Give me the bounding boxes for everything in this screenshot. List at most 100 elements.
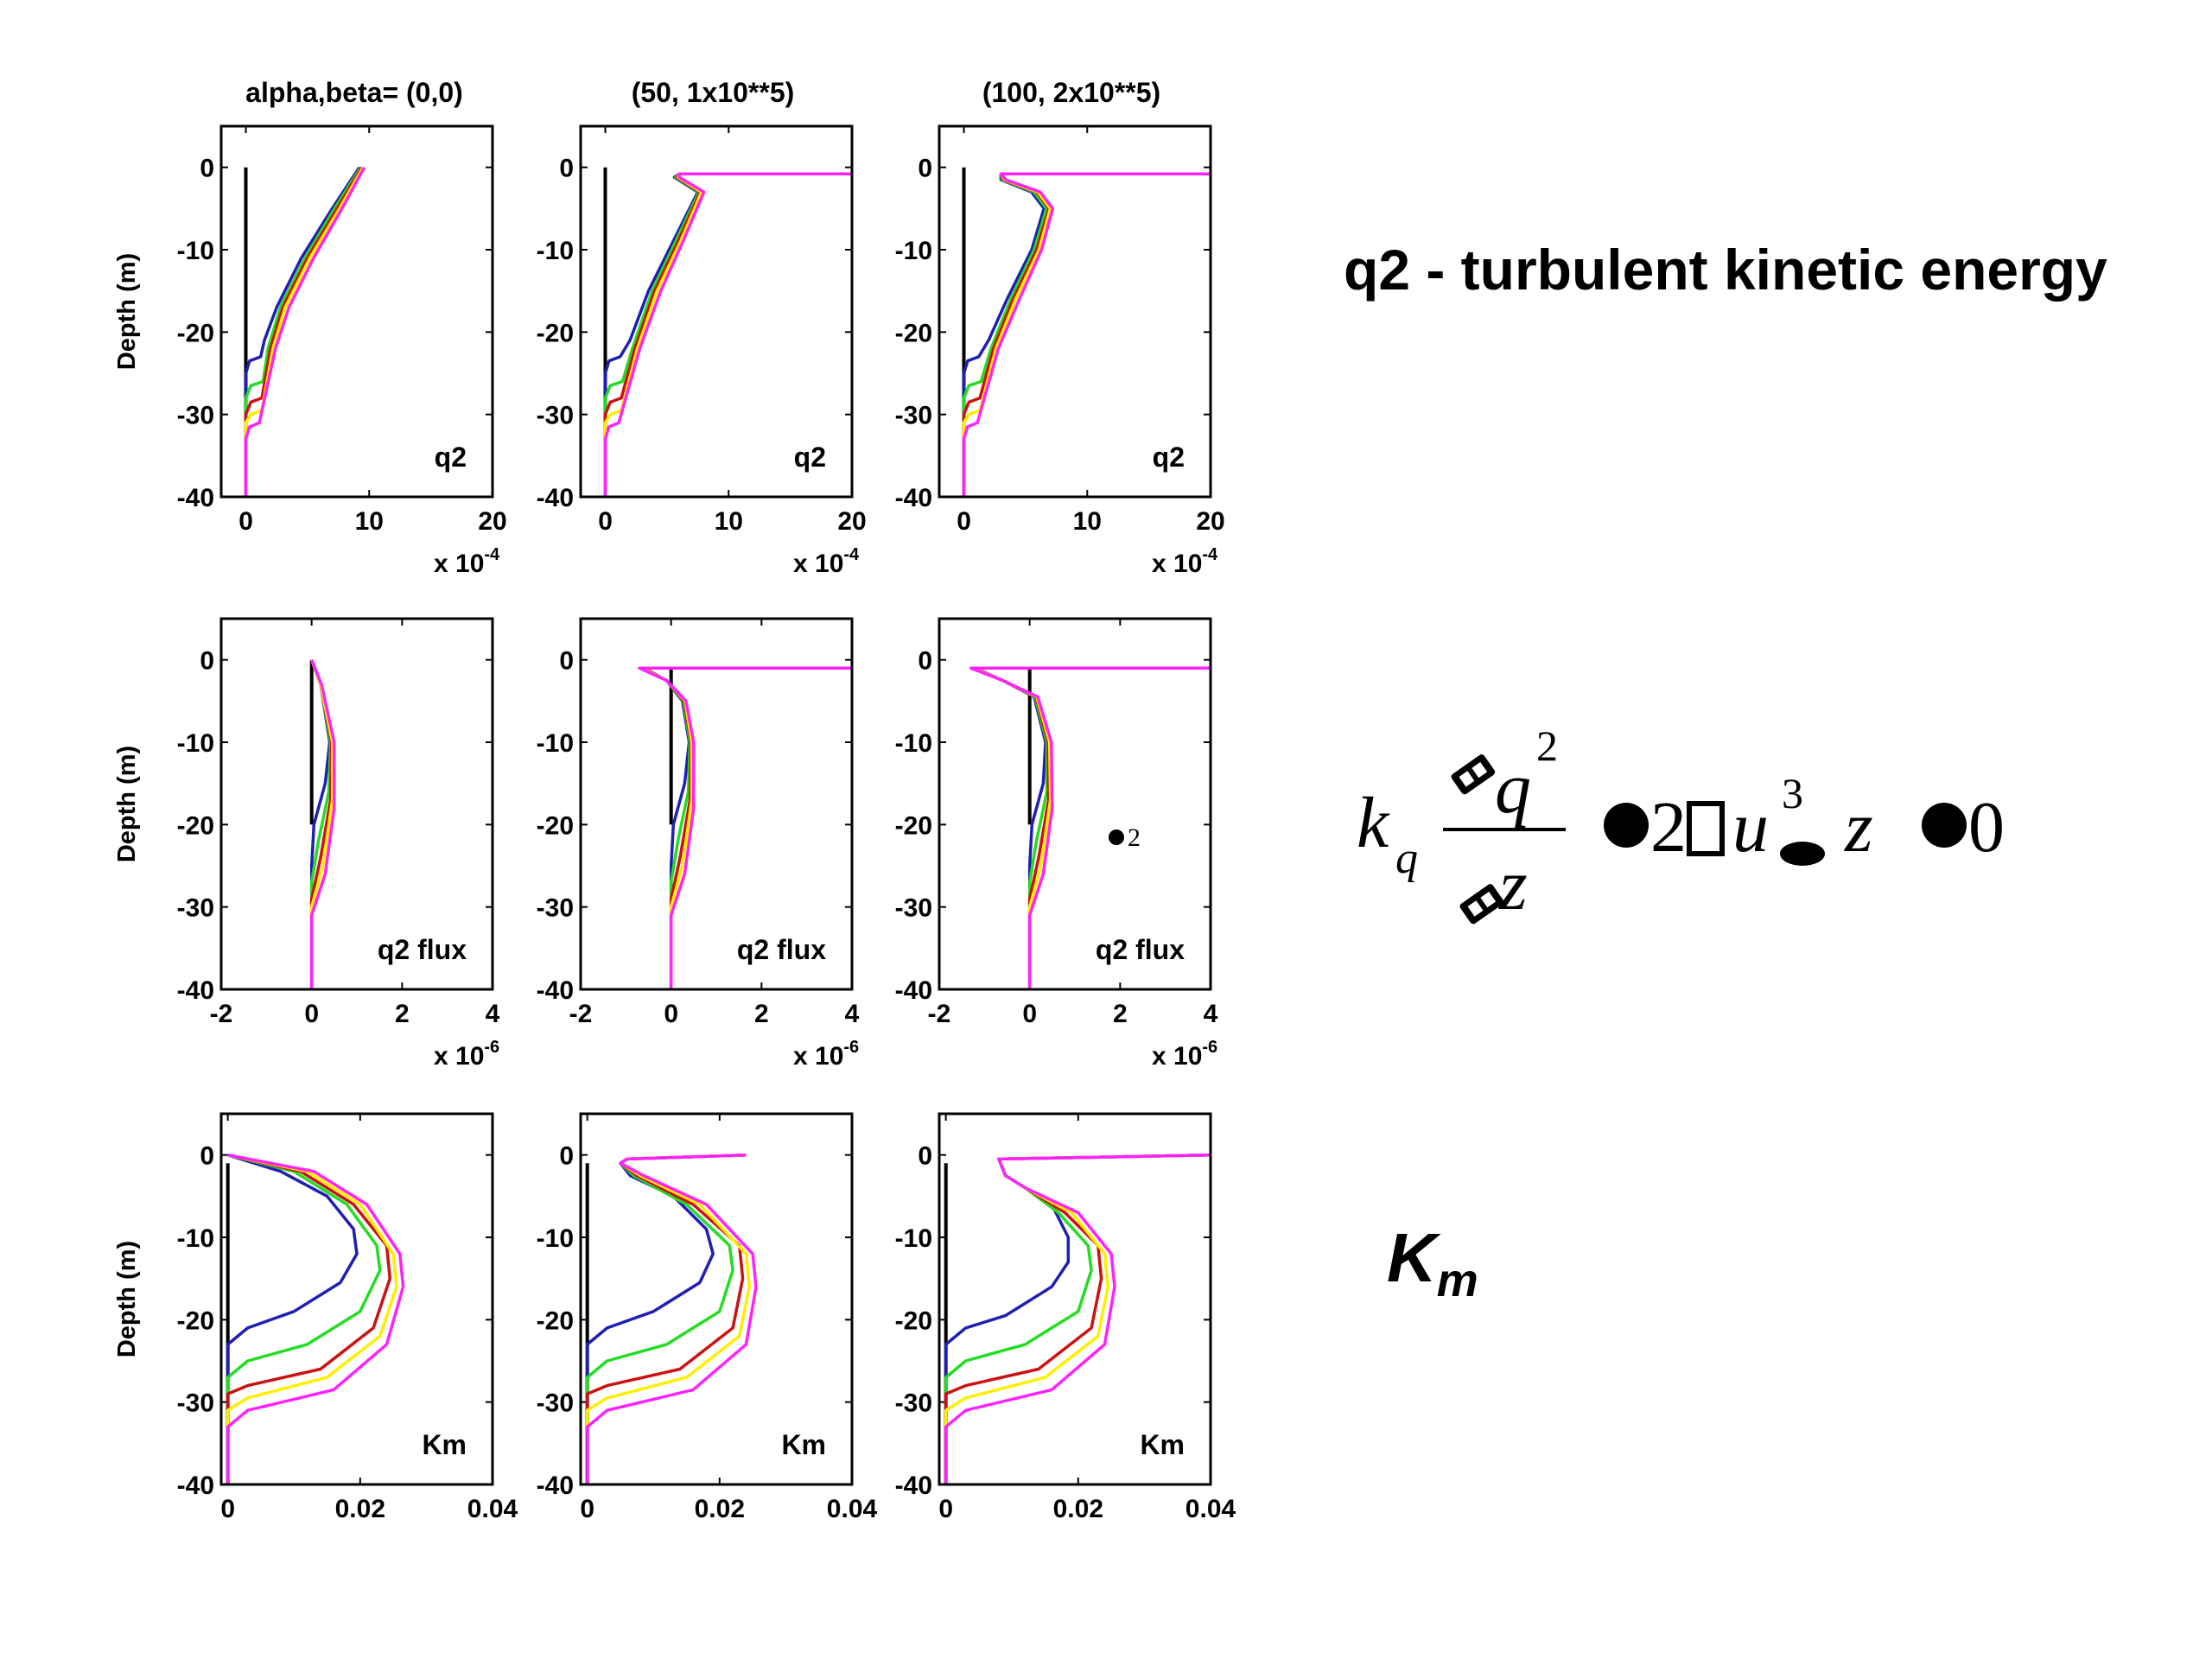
km-label: Km	[1387, 1218, 1478, 1307]
axis-exponent-power: -4	[1202, 545, 1218, 564]
series-line-5	[944, 1153, 1211, 1484]
x-tick-label: 0.04	[827, 1495, 878, 1523]
equation-numerator-exponent: 2	[1536, 721, 1558, 770]
x-tick-label: 0	[957, 507, 971, 536]
x-tick-label: 0.04	[1185, 1495, 1236, 1523]
axis-exponent-base: x 10	[1152, 1042, 1202, 1071]
column-title-2: (50, 1x10**5)	[632, 77, 795, 108]
y-tick-label: -30	[177, 894, 214, 923]
axis-exponent: x 10-6	[434, 1038, 499, 1071]
y-tick-label: -30	[895, 894, 932, 923]
x-tick-label: 0.02	[335, 1495, 385, 1523]
y-tick-label: -10	[537, 237, 574, 265]
y-tick-label: -20	[177, 811, 214, 840]
y-tick-label: -40	[895, 976, 932, 1005]
axes-frame	[219, 124, 494, 499]
u-subscript-symbol	[1780, 842, 1825, 866]
series-line-5	[226, 1153, 405, 1484]
axis-exponent-base: x 10	[793, 550, 843, 578]
axis-exponent: x 10-4	[434, 545, 500, 578]
y-tick-label: 0	[918, 647, 932, 676]
y-tick-label: -10	[537, 729, 574, 758]
x-tick-label: 2	[395, 1000, 410, 1028]
x-tick-label: 0.02	[695, 1495, 745, 1523]
y-tick-label: -10	[895, 237, 932, 265]
y-tick-label: -20	[537, 319, 574, 347]
series-group	[585, 1153, 758, 1484]
km-subscript: m	[1436, 1255, 1478, 1306]
operator-dot-2	[1922, 803, 1967, 848]
panel-label: Km	[1140, 1429, 1185, 1460]
series-line-1	[226, 1154, 359, 1484]
annotation-marker	[1109, 830, 1124, 845]
q2-equation: k q q 2 z 2 u 3 z 0	[1357, 721, 2005, 925]
series-line-2	[585, 1153, 747, 1484]
km-main: K	[1387, 1219, 1437, 1296]
subplot-3: 0 10 20 0 -10 -20 -30 -40 q2 x 10-4	[895, 124, 1225, 578]
axis-exponent: x 10-6	[793, 1038, 859, 1071]
y-tick-label: 0	[200, 647, 214, 676]
y-tick-label: 0	[559, 155, 574, 183]
y-tick-label: -20	[895, 811, 932, 840]
subplot-7: 0 0.02 0.04 0 -10 -20 -30 -40 Km Depth (m)	[113, 1112, 518, 1523]
column-titles: alpha,beta= (0,0) (50, 1x10**5) (100, 2x…	[245, 77, 1160, 108]
y-tick-label: -20	[537, 1306, 574, 1335]
series-group	[244, 166, 366, 497]
y-tick-label: -10	[177, 237, 214, 265]
panel-label: q2	[435, 442, 467, 473]
panel-label: q2	[1153, 442, 1185, 473]
series-line-5	[585, 1153, 758, 1484]
panel-label: q2 flux	[1096, 934, 1185, 965]
partial-symbol-top	[1451, 754, 1496, 795]
y-tick-label: -40	[177, 484, 214, 512]
series-line-4	[226, 1153, 398, 1484]
series-group	[603, 167, 852, 497]
x-tick-label: 0	[220, 1495, 235, 1523]
equation-numerator: q	[1495, 748, 1531, 829]
column-title-3: (100, 2x10**5)	[982, 77, 1160, 108]
equation-u: u	[1732, 787, 1769, 868]
series-group	[638, 666, 852, 989]
series-line-5	[969, 666, 1211, 989]
series-line-5	[603, 172, 852, 497]
axes-frame	[938, 1112, 1212, 1486]
y-tick-label: -10	[537, 1224, 574, 1253]
y-tick-label: -20	[177, 319, 214, 347]
operator-dot-1	[1604, 803, 1649, 848]
panel-label: q2	[794, 442, 826, 473]
y-tick-label: 0	[559, 1142, 574, 1171]
y-tick-label: -40	[537, 976, 574, 1005]
y-tick-label: 0	[200, 155, 214, 183]
series-line-3	[244, 166, 364, 497]
axis-exponent-base: x 10	[434, 1042, 484, 1071]
subplot-8: 0 0.02 0.04 0 -10 -20 -30 -40 Km	[537, 1112, 878, 1523]
x-tick-label: 0	[664, 1000, 678, 1028]
y-tick-label: -20	[895, 319, 932, 347]
x-tick-label: 10	[715, 507, 743, 536]
y-tick-label: 0	[200, 1142, 214, 1171]
x-tick-label: 10	[355, 507, 384, 536]
series-line-1	[244, 166, 361, 497]
series-line-5	[638, 666, 852, 989]
axes-frame	[938, 617, 1212, 991]
series-group	[962, 167, 1211, 497]
equation-rhs: 0	[1968, 787, 2005, 868]
x-tick-label: 20	[837, 507, 866, 536]
y-tick-label: -40	[895, 1471, 932, 1500]
y-axis-label: Depth (m)	[113, 253, 141, 370]
y-tick-label: -20	[177, 1306, 214, 1335]
series-line-2	[226, 1154, 382, 1484]
axis-exponent: x 10-6	[1152, 1038, 1217, 1071]
x-tick-label: 2	[754, 1000, 769, 1028]
subplot-9: 0 0.02 0.04 0 -10 -20 -30 -40 Km	[895, 1112, 1236, 1523]
y-axis-label: Depth (m)	[113, 1241, 141, 1357]
series-line-4	[585, 1153, 752, 1484]
y-tick-label: -30	[537, 402, 574, 430]
series-line-2	[244, 166, 362, 497]
x-tick-label: 0	[238, 507, 253, 536]
axes-frame	[579, 1112, 854, 1486]
panel-label: q2 flux	[378, 934, 467, 965]
equation-k: k	[1357, 783, 1390, 863]
